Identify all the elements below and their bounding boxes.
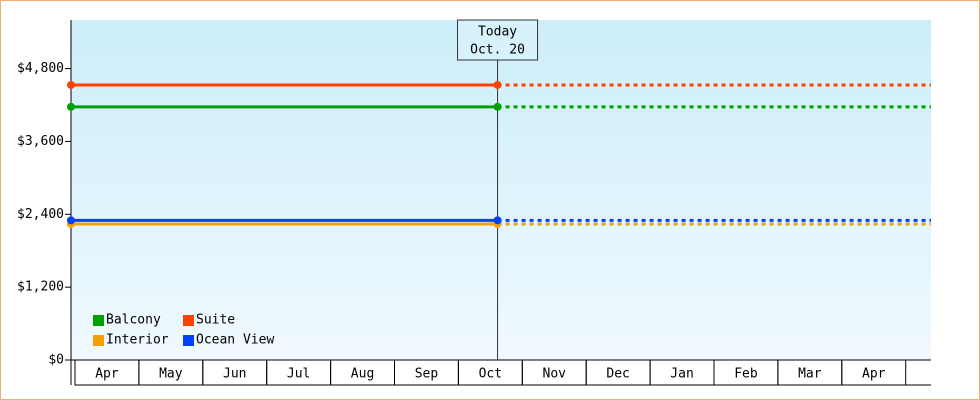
legend-label: Suite <box>196 313 235 328</box>
x-tick-label: Nov <box>543 367 567 382</box>
y-tick-label: $2,400 <box>17 207 64 222</box>
legend-swatch <box>93 335 104 346</box>
legend-swatch <box>183 335 194 346</box>
x-tick-label: May <box>159 367 183 382</box>
x-tick-label: Feb <box>734 367 758 382</box>
plot-area <box>71 20 931 360</box>
y-tick-label: $3,600 <box>17 134 64 149</box>
point <box>67 216 75 225</box>
legend-swatch <box>93 315 104 326</box>
x-tick-label: Jun <box>223 367 246 382</box>
x-tick-label: Mar <box>798 367 822 382</box>
x-tick-label: Aug <box>351 367 374 382</box>
x-tick-label: Apr <box>862 367 886 382</box>
legend-label: Interior <box>106 333 169 348</box>
today-box <box>457 19 539 61</box>
point <box>67 102 75 111</box>
x-tick-label: Oct <box>479 367 502 382</box>
y-tick-label: $4,800 <box>17 61 64 76</box>
x-tick-label: Dec <box>606 367 629 382</box>
x-tick-label: Jul <box>287 367 310 382</box>
point <box>493 216 502 225</box>
today-date: Oct. 20 <box>470 43 525 58</box>
today-title: Today <box>478 25 517 40</box>
y-tick-label: $1,200 <box>17 280 64 295</box>
legend-swatch <box>183 315 194 326</box>
legend-label: Balcony <box>106 313 161 328</box>
point <box>493 102 502 111</box>
point <box>67 80 75 89</box>
x-tick-label: Sep <box>415 367 439 382</box>
y-tick-label: $0 <box>48 353 64 368</box>
month-cell <box>841 359 907 386</box>
legend-label: Ocean View <box>196 333 274 348</box>
x-tick-label: Apr <box>95 367 119 382</box>
x-tick-label: Jan <box>670 367 693 382</box>
point <box>493 80 502 89</box>
